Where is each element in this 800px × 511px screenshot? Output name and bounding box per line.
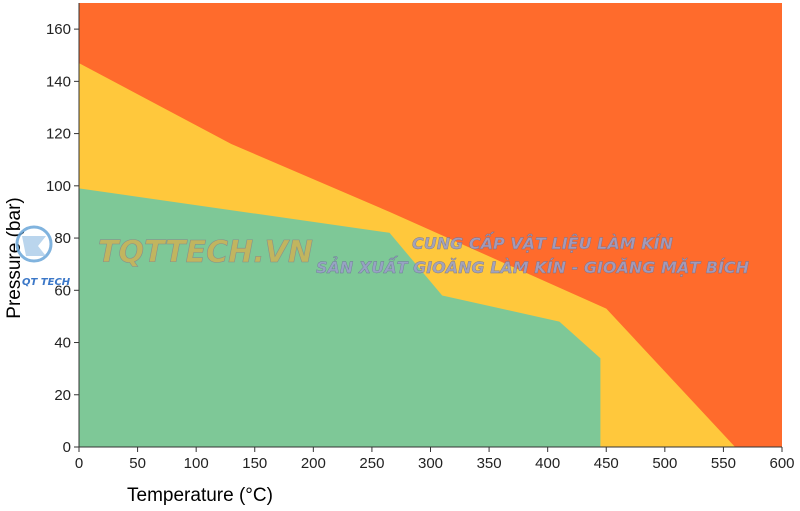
watermark-logo-icon: QT TECH: [15, 225, 71, 288]
watermark-line-1: CUNG CẤP VẬT LIỆU LÀM KÍN: [412, 232, 674, 253]
x-tick-label: 450: [594, 455, 619, 472]
region-2: [79, 188, 601, 447]
x-tick-label: 550: [711, 455, 736, 472]
x-tick-label: 0: [75, 455, 83, 472]
x-tick-label: 150: [242, 455, 267, 472]
svg-text:QT TECH: QT TECH: [22, 277, 71, 288]
x-tick-label: 50: [129, 455, 146, 472]
x-tick-label: 100: [184, 455, 209, 472]
y-tick-label: 0: [63, 439, 71, 456]
x-axis-title: Temperature (°C): [127, 485, 273, 506]
x-tick-label: 500: [652, 455, 677, 472]
y-tick-label: 140: [46, 73, 71, 90]
y-tick-label: 100: [46, 178, 71, 195]
x-tick-label: 400: [535, 455, 560, 472]
y-axis-title: Pressure (bar): [4, 197, 25, 318]
x-tick-label: 350: [477, 455, 502, 472]
x-tick-label: 200: [301, 455, 326, 472]
x-tick-label: 250: [359, 455, 384, 472]
y-tick-label: 120: [46, 126, 71, 143]
chart-ticks: 0 50 100 150 200 250 300 350 400 450 500 550 600 0 20 4…: [46, 21, 795, 472]
y-tick-label: 160: [46, 21, 71, 38]
watermark: QT TECH TQTTECH.VN CUNG CẤP VẬT LIỆU LÀM…: [15, 225, 750, 288]
y-tick-label: 40: [54, 335, 71, 352]
watermark-brand: TQTTECH.VN: [98, 235, 313, 270]
x-tick-label: 300: [418, 455, 443, 472]
x-tick-label: 600: [769, 455, 794, 472]
y-tick-label: 60: [54, 282, 71, 299]
watermark-line-2: SẢN XUẤT GIOĂNG LÀM KÍN - GIOĂNG MẶT BÍC…: [316, 256, 750, 277]
y-tick-label: 80: [54, 230, 71, 247]
y-tick-label: 20: [54, 387, 71, 404]
chart-regions: [79, 3, 782, 447]
